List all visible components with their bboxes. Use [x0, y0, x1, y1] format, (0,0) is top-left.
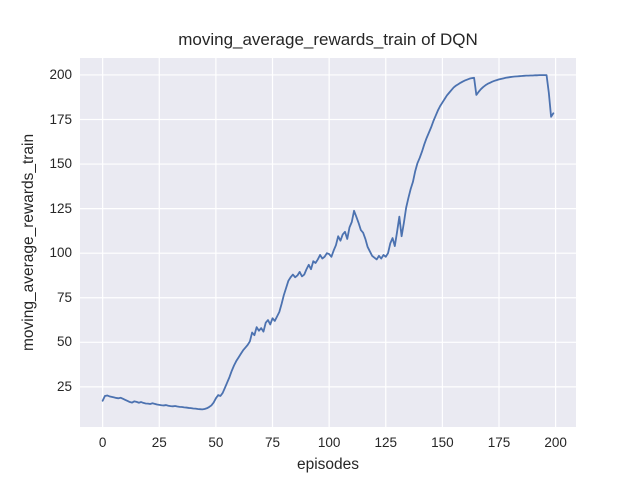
y-tick-label: 175 — [49, 111, 72, 127]
y-tick-label: 150 — [49, 156, 72, 172]
x-tick-label: 0 — [98, 435, 107, 450]
x-tick-label: 200 — [544, 435, 567, 450]
x-axis-label: episodes — [296, 456, 360, 473]
series-line-moving_average_rewards_train — [101, 74, 555, 411]
y-tick-label: 100 — [49, 245, 72, 261]
chart-title: moving_average_rewards_train of DQN — [178, 30, 478, 49]
x-tick-label: 150 — [431, 435, 454, 450]
x-tick-label: 125 — [374, 435, 398, 450]
plot-area — [80, 58, 576, 427]
y-tick-label: 125 — [49, 200, 72, 216]
x-tick-label: 25 — [151, 435, 167, 450]
y-tick-label: 75 — [56, 289, 72, 305]
y-tick-label: 50 — [56, 334, 72, 350]
x-tick-label: 75 — [264, 435, 281, 450]
y-tick-label: 25 — [56, 378, 72, 394]
x-tick-label: 100 — [317, 435, 341, 450]
line-chart-svg — [80, 58, 576, 427]
x-tick-label: 50 — [208, 435, 224, 450]
x-tick-label: 175 — [487, 435, 511, 450]
y-tick-label: 200 — [49, 66, 72, 82]
